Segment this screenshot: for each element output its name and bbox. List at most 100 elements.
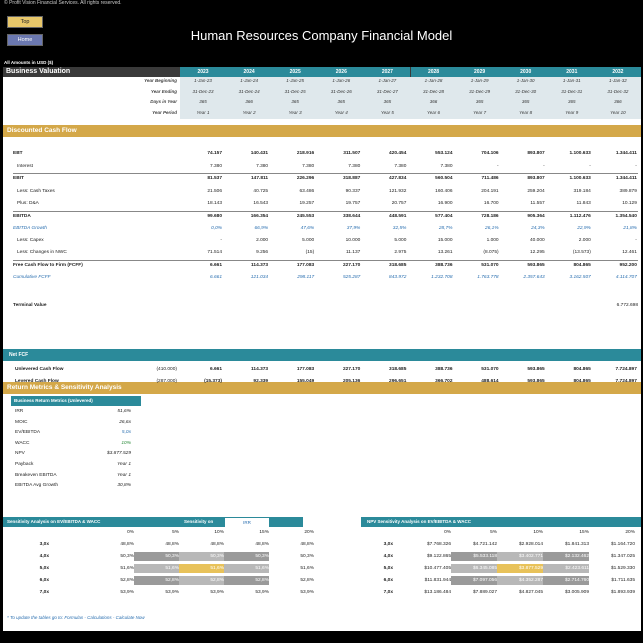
time-row-value: 1-Jan-24: [240, 78, 258, 83]
time-row-value: Year 4: [334, 109, 348, 115]
net-fcf-cell: 155.049: [296, 379, 315, 384]
dcf-cell: 12.295: [530, 250, 545, 255]
dcf-cell: 553.124: [435, 151, 453, 156]
year-header: 2025: [272, 67, 319, 77]
time-row-value: 1-Jan-31: [562, 78, 581, 83]
dcf-cell: -: [589, 164, 591, 169]
net-fcf-cell: 114.373: [251, 367, 269, 372]
sens_irr-col-header: 5%: [172, 530, 179, 535]
home-button[interactable]: Home: [7, 34, 43, 46]
dcf-cell: 319.184: [573, 189, 591, 194]
net-fcf-cell: 7.724.897: [615, 367, 637, 372]
irr-sensitivity-title: Sensitivity Analysis on EV/EBITDA & WACC: [7, 519, 101, 524]
net-fcf-initial: (410.000): [156, 367, 177, 372]
dcf-cell: 1.100.633: [569, 176, 591, 181]
time-row-value: Year 6: [426, 109, 440, 115]
dcf-cell: 7.380: [348, 164, 361, 169]
dcf-cell: 10.129: [622, 201, 637, 206]
dcf-cell: 318.685: [389, 263, 407, 268]
time-row-value: 1-Jan-28: [424, 78, 443, 83]
metric-value: 10%: [121, 440, 131, 446]
sens_irr-cell: 53,9%: [255, 590, 269, 595]
sens_npv-cell: $5.533.118: [451, 552, 497, 561]
net-fcf-cell: 366.702: [435, 379, 453, 384]
sens_irr-cell: 52,8%: [134, 576, 179, 585]
metric-value: 26,6x: [119, 419, 131, 425]
metric-value: $3.877.529: [106, 451, 131, 457]
dcf-cell: 905.364: [527, 214, 545, 219]
dcf-cell: 24,3%: [531, 226, 545, 231]
dcf-cell: (15): [305, 250, 315, 255]
dcf-cell: 121.932: [389, 189, 407, 194]
net-fcf-cell: 531.070: [481, 367, 499, 372]
time-row-value: 31-Dec-27: [376, 88, 398, 94]
sens_irr-col-header: 20%: [304, 530, 314, 535]
net-fcf-row-label: Levered Cash Flow: [15, 379, 59, 384]
dcf-cell: 204.191: [481, 189, 499, 194]
row-divider: [13, 173, 638, 174]
dcf-cell: 81.537: [207, 176, 222, 181]
top-button[interactable]: Top: [7, 16, 43, 28]
sens_npv-row-label: 4,0x: [383, 554, 393, 559]
net-fcf-cell: 318.685: [389, 367, 407, 372]
dcf-cell: 166.354: [250, 214, 269, 219]
time-row-value: Year 8: [519, 109, 533, 115]
sens_irr-col-header: 15%: [259, 530, 269, 535]
time-row-value: Year 9: [565, 109, 579, 115]
metric-label: Payback: [15, 462, 34, 467]
dcf-cell: 11.843: [576, 201, 591, 206]
sens_npv-row-label: 5,0x: [383, 566, 393, 571]
dcf-cell: 114.373: [251, 263, 269, 268]
time-row-label: Days in Year: [150, 99, 177, 104]
metric-label: WACC: [15, 440, 30, 446]
sens_npv-col-header: 0%: [444, 530, 451, 535]
net-fcf-cell: 388.736: [435, 367, 453, 372]
metric-label: NPV: [15, 451, 25, 457]
time-row-value: 365: [521, 99, 530, 104]
dcf-cell: 147.811: [251, 176, 269, 181]
sens_npv-cell: $13.186.484: [424, 590, 451, 595]
dcf-cell: 704.106: [481, 151, 499, 156]
metrics-subheader: Business Return Metrics (Unlevered): [11, 396, 141, 406]
sens_npv-cell: $4.827.045: [518, 590, 543, 595]
time-row-value: 366: [429, 99, 438, 104]
dcf-cell: 226.296: [296, 176, 315, 181]
valuation-title: Business Valuation: [6, 68, 71, 75]
net-fcf-cell: 804.865: [573, 367, 591, 372]
sensitivity-metric-select[interactable]: IRR: [225, 517, 269, 527]
dcf-cell: 259.204: [527, 189, 545, 194]
sens_npv-cell: $9.122.865: [426, 554, 451, 559]
net-fcf-cell: 7.724.897: [615, 379, 637, 384]
dcf-cell: 90.337: [345, 189, 361, 194]
time-row-value: 31-Dec-24: [238, 88, 260, 94]
year-header: 2028: [410, 67, 457, 77]
net-fcf-cell: 488.614: [481, 379, 499, 384]
sens_irr-cell: 51,6%: [134, 564, 179, 573]
dcf-cell: 245.553: [296, 214, 315, 219]
dcf-cell: 15.000: [437, 238, 453, 243]
sens_irr-cell: 48,8%: [255, 542, 269, 547]
sens_npv-cell: $1.347.025: [610, 554, 635, 559]
sens_irr-cell: 48,8%: [120, 542, 134, 547]
time-row-value: 31-Dec-25: [284, 88, 306, 94]
dcf-cell: 2.357.643: [523, 275, 545, 280]
sens_npv-cell: $4.721.142: [472, 542, 497, 547]
valuation-sheet: Business Valuation Discounted Cash Flow …: [3, 67, 641, 631]
time-row-value: 1-Jan-25: [286, 78, 305, 83]
time-row-value: 1-Jan-23: [194, 78, 212, 83]
sens_irr-row-label: 5,0x: [39, 566, 49, 571]
dcf-cell: 16.543: [253, 201, 269, 206]
sens_npv-cell: $2.714.760: [543, 576, 589, 585]
dcf-cell: 5.000: [302, 238, 315, 243]
dcf-row-label: Less: Capex: [17, 238, 44, 243]
dcf-cell: 525.287: [342, 275, 361, 280]
dcf-cell: 1.344.411: [615, 151, 637, 156]
time-row-value: Year 5: [380, 109, 394, 115]
sens_npv-cell: $11.831.944: [424, 578, 451, 583]
dcf-cell: 5.000: [394, 238, 407, 243]
net-fcf-section-header: Net FCF: [3, 349, 641, 361]
sens_npv-cell: $1.529.330: [610, 566, 635, 571]
dcf-cell: 10.000: [345, 238, 361, 243]
dcf-cell: 47,6%: [300, 226, 315, 231]
dcf-row-label: EBT: [13, 151, 23, 156]
